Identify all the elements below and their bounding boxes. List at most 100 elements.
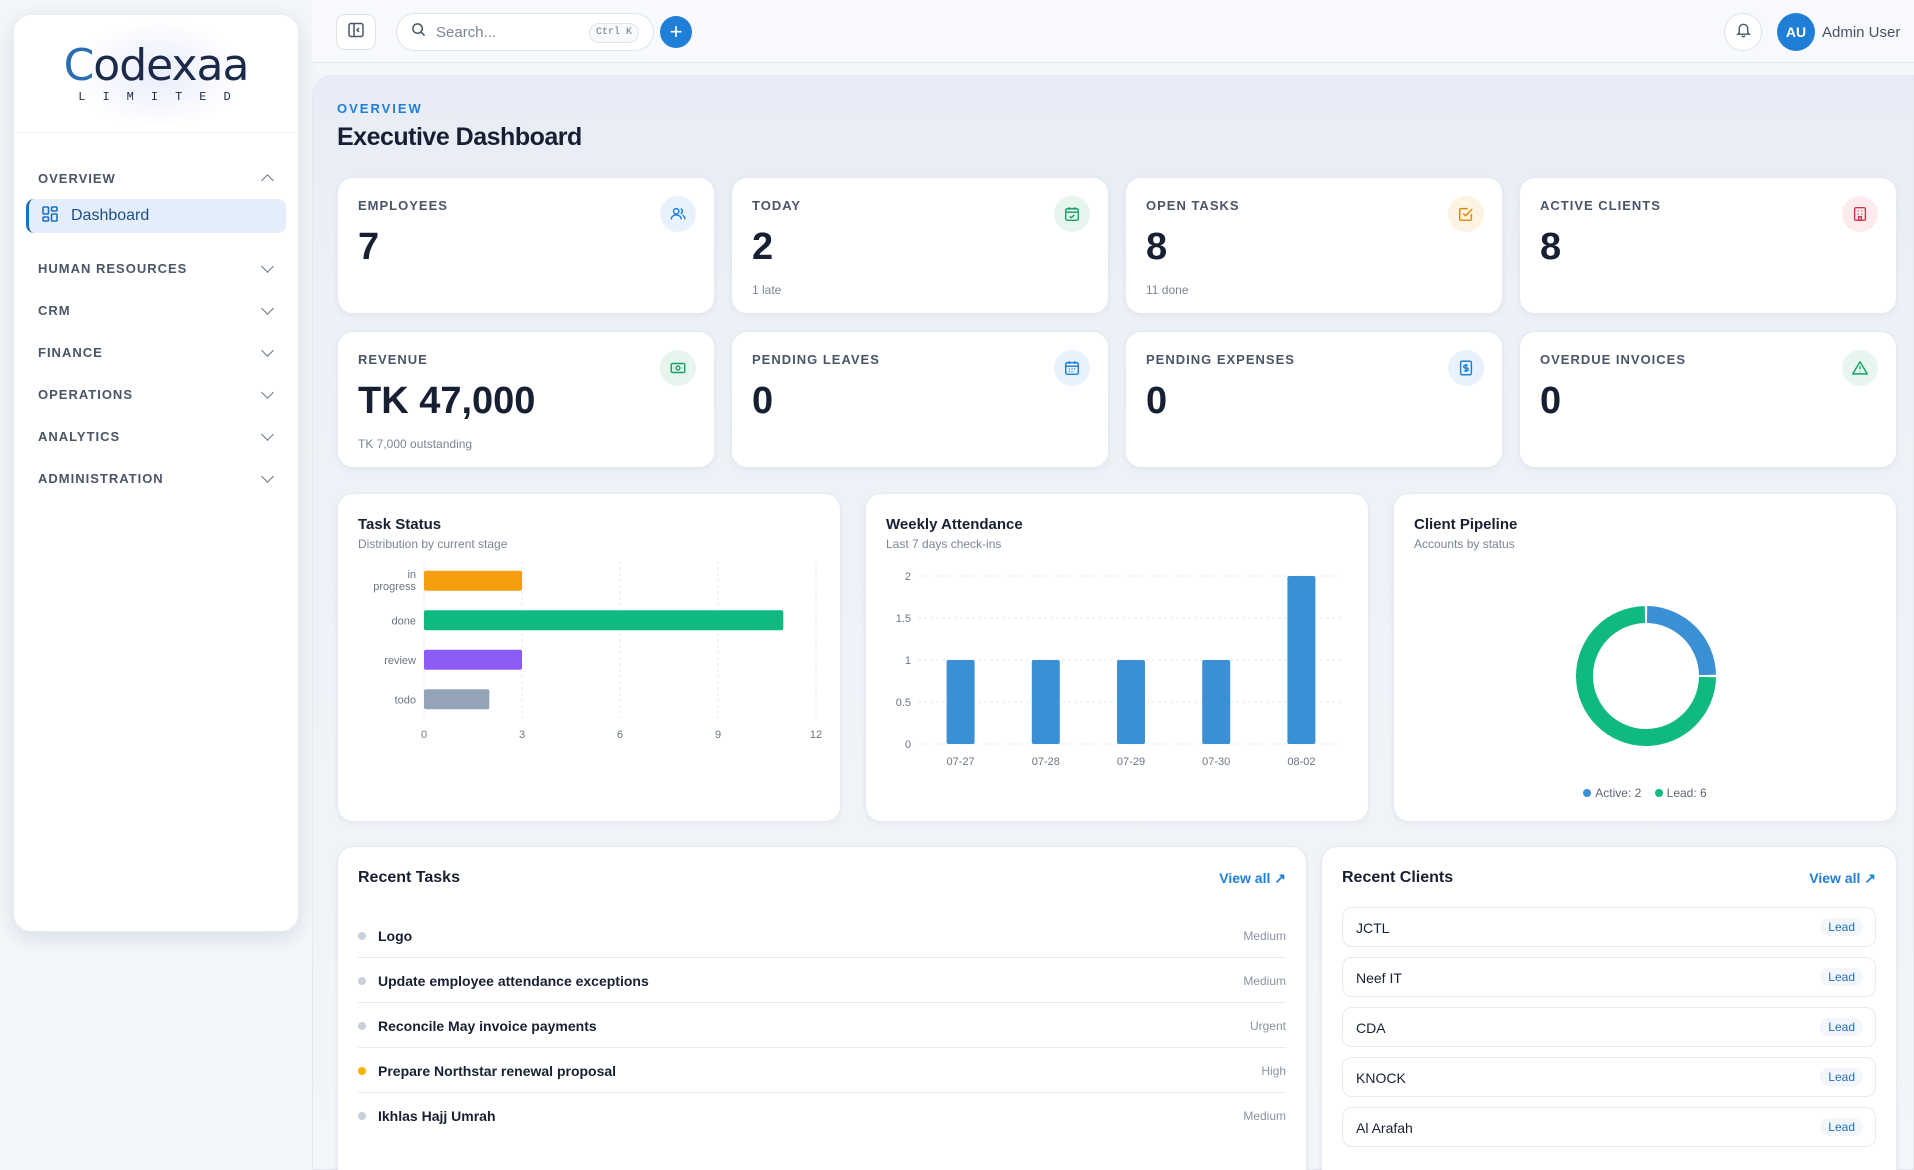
toggle-sidebar-button[interactable] — [336, 14, 376, 50]
client-status-badge: Lead — [1820, 1118, 1863, 1136]
task-row[interactable]: Reconcile May invoice payments Urgent — [358, 1003, 1286, 1048]
banknote-icon — [660, 350, 696, 386]
chevron-down-icon — [261, 301, 274, 315]
stat-card-pending-expenses[interactable]: PENDING EXPENSES 0 — [1125, 331, 1503, 468]
stat-value: 0 — [752, 380, 774, 422]
x-tick-label: 08-02 — [1287, 756, 1315, 768]
nav-section-label: FINANCE — [38, 344, 103, 360]
chevron-down-icon — [261, 385, 274, 399]
view-all-clients-link[interactable]: View all ↗ — [1809, 870, 1876, 887]
task-row[interactable]: Update employee attendance exceptions Med… — [358, 958, 1286, 1003]
chevron-down-icon — [261, 259, 274, 273]
stat-card-today[interactable]: TODAY 2 1 late — [731, 177, 1109, 314]
stat-card-revenue[interactable]: REVENUE TK 47,000 TK 7,000 outstanding — [337, 331, 715, 468]
task-status-dot — [358, 1067, 366, 1075]
weekly-attendance-chart: 0 0.5 1 1.5 2 07-27 07-28 07-29 07-30 08-02 — [896, 571, 1344, 768]
client-row[interactable]: CDA Lead — [1342, 1007, 1876, 1047]
brand-logo[interactable]: Codexaa LIMITED — [14, 15, 298, 133]
bar-08-02 — [1287, 576, 1316, 744]
stat-card-open-tasks[interactable]: OPEN TASKS 8 11 done — [1125, 177, 1503, 314]
y-tick-label: 0.5 — [896, 697, 911, 709]
nav-section-label: OVERVIEW — [38, 170, 116, 186]
panel-left-icon — [347, 21, 365, 44]
x-tick-label: 6 — [617, 729, 623, 741]
x-tick-label: 12 — [810, 729, 822, 741]
nav-section-analytics[interactable]: ANALYTICS — [14, 415, 298, 457]
task-priority: Urgent — [1249, 1019, 1286, 1033]
client-row[interactable]: JCTL Lead — [1342, 907, 1876, 947]
y-tick-label: review — [384, 655, 416, 667]
nav-section-finance[interactable]: FINANCE — [14, 331, 298, 373]
stat-value: 8 — [1540, 226, 1562, 268]
logo-subtitle: LIMITED — [78, 89, 248, 104]
client-row[interactable]: Neef IT Lead — [1342, 957, 1876, 997]
task-priority: Medium — [1243, 1109, 1286, 1123]
square-check-icon — [1448, 196, 1484, 232]
calendar-check-icon — [1054, 196, 1090, 232]
y-tick-label: todo — [395, 694, 416, 706]
legend-label: Active: 2 — [1595, 786, 1642, 800]
nav-section-crm[interactable]: CRM — [14, 289, 298, 331]
notifications-button[interactable] — [1724, 13, 1762, 51]
task-name: Update employee attendance exceptions — [378, 973, 649, 989]
user-name[interactable]: Admin User — [1822, 24, 1901, 41]
client-name: Neef IT — [1356, 970, 1402, 986]
client-status-badge: Lead — [1820, 1068, 1863, 1086]
nav-section-label: OPERATIONS — [38, 386, 133, 402]
receipt-icon — [1448, 350, 1484, 386]
task-row[interactable]: Ikhlas Hajj Umrah Medium — [358, 1093, 1286, 1138]
search-box[interactable]: Ctrl K — [396, 13, 654, 51]
y-tick-label: in — [407, 569, 416, 581]
stat-card-active-clients[interactable]: ACTIVE CLIENTS 8 — [1519, 177, 1897, 314]
stat-subtext: TK 7,000 outstanding — [358, 437, 473, 451]
calendar-icon — [1054, 350, 1090, 386]
chart-title: Weekly Attendance — [886, 516, 1023, 533]
recent-tasks-card: Recent Tasks View all ↗ Logo Medium Update… — [337, 846, 1307, 1170]
arrow-up-right-icon: ↗ — [1274, 870, 1286, 886]
client-row[interactable]: KNOCK Lead — [1342, 1057, 1876, 1097]
stat-label: TODAY — [752, 198, 802, 213]
client-status-badge: Lead — [1820, 1018, 1863, 1036]
chevron-up-icon — [261, 173, 274, 187]
task-name: Logo — [378, 928, 413, 944]
arrow-up-right-icon: ↗ — [1864, 870, 1876, 886]
plus-icon: + — [669, 19, 683, 44]
chevron-down-icon — [261, 343, 274, 357]
stat-label: OPEN TASKS — [1146, 198, 1240, 213]
bar-review — [424, 649, 522, 670]
main-content: OVERVIEW Executive Dashboard EMPLOYEES 7… — [312, 75, 1914, 1170]
client-pipeline-chart — [1576, 606, 1716, 746]
stat-label: OVERDUE INVOICES — [1540, 352, 1687, 367]
x-tick-label: 07-29 — [1117, 756, 1145, 768]
bar-in-progress — [424, 570, 522, 591]
stat-card-overdue-invoices[interactable]: OVERDUE INVOICES 0 — [1519, 331, 1897, 468]
bar-07-28 — [1031, 660, 1060, 744]
nav-section-overview[interactable]: OVERVIEW — [14, 157, 298, 199]
stat-card-pending-leaves[interactable]: PENDING LEAVES 0 — [731, 331, 1109, 468]
stat-card-employees[interactable]: EMPLOYEES 7 — [337, 177, 715, 314]
search-input[interactable] — [436, 23, 586, 41]
chart-title: Task Status — [358, 516, 442, 533]
sidebar: Codexaa LIMITED OVERVIEW Dashboard HUMAN… — [13, 14, 299, 932]
bar-todo — [424, 689, 490, 710]
nav-section-human-resources[interactable]: HUMAN RESOURCES — [14, 247, 298, 289]
chart-subtitle: Last 7 days check-ins — [886, 537, 1002, 551]
stat-value: 0 — [1146, 380, 1168, 422]
sidebar-item-dashboard[interactable]: Dashboard — [26, 199, 286, 233]
task-row[interactable]: Logo Medium — [358, 913, 1286, 958]
stat-label: PENDING EXPENSES — [1146, 352, 1295, 367]
user-avatar[interactable]: AU — [1777, 13, 1815, 51]
nav-section-operations[interactable]: OPERATIONS — [14, 373, 298, 415]
add-new-button[interactable]: + — [660, 16, 692, 48]
page-title: Executive Dashboard — [337, 123, 582, 151]
chevron-down-icon — [261, 469, 274, 483]
client-row[interactable]: Al Arafah Lead — [1342, 1107, 1876, 1147]
recent-clients-title: Recent Clients — [1342, 869, 1454, 886]
y-tick-label: done — [392, 615, 416, 627]
chart-card-task-status: Task Status Distribution by current stag… — [337, 493, 841, 822]
task-row[interactable]: Prepare Northstar renewal proposal High — [358, 1048, 1286, 1093]
stat-value: 2 — [752, 226, 774, 268]
view-all-tasks-link[interactable]: View all ↗ — [1219, 870, 1286, 887]
nav-section-administration[interactable]: ADMINISTRATION — [14, 457, 298, 499]
